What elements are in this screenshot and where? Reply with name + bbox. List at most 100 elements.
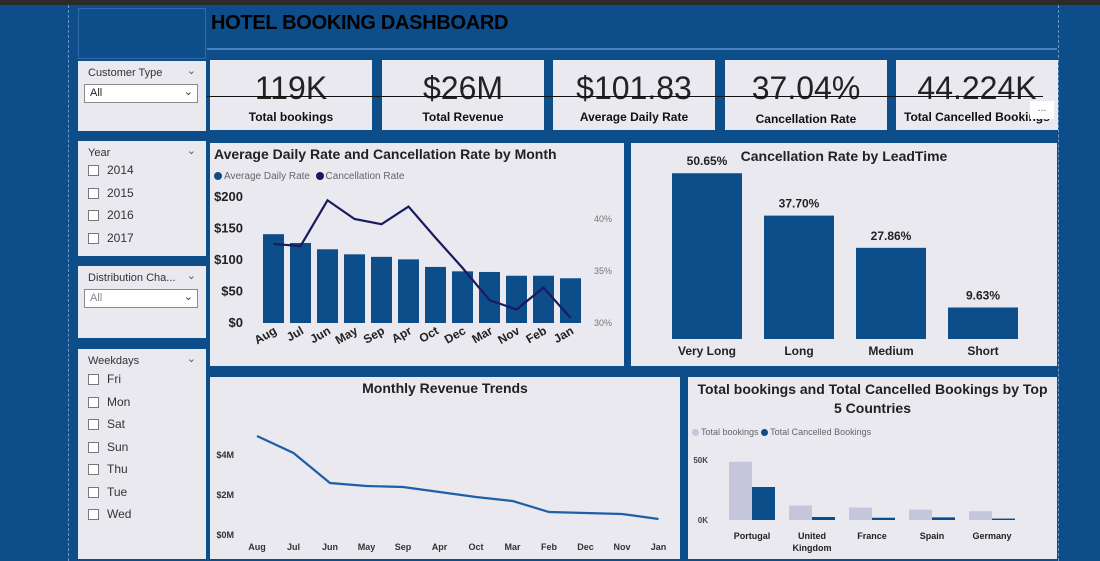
more-options-icon[interactable]: ...	[1030, 101, 1054, 119]
checkbox[interactable]	[88, 233, 99, 245]
customer-type-value: All	[90, 87, 103, 99]
year-option-2014[interactable]: 2014	[88, 163, 134, 179]
distribution-label: Distribution Cha...	[88, 272, 176, 284]
x-axis-label: Aug	[252, 323, 279, 347]
weekday-option-fri[interactable]: Fri	[88, 372, 121, 388]
leadtime-bar	[672, 173, 742, 339]
chevron-down-icon: ⌄	[183, 86, 193, 98]
checkbox[interactable]	[88, 509, 99, 521]
y-axis-label: $4M	[216, 450, 234, 460]
kpi-card-total-cancelled-bookings[interactable]: 44.224K Total Cancelled Bookings	[896, 60, 1058, 130]
adr-bar	[317, 249, 338, 323]
checkbox[interactable]	[88, 442, 99, 454]
x-axis-label: Feb	[524, 323, 549, 346]
adr-bar	[425, 266, 446, 323]
leadtime-bar	[948, 307, 1018, 339]
checkbox[interactable]	[88, 165, 99, 177]
year-slicer: Year ⌄ 2014 2015 2016 2017	[78, 141, 206, 256]
chevron-down-icon[interactable]: ⌄	[186, 353, 196, 365]
checkbox[interactable]	[88, 374, 99, 386]
x-axis-label: Jun	[308, 323, 333, 346]
checkbox[interactable]	[88, 397, 99, 409]
y-axis-label: $2M	[216, 490, 234, 500]
leadtime-chart: Cancellation Rate by LeadTime 50.65% Very…	[631, 143, 1057, 366]
checkbox[interactable]	[88, 188, 99, 200]
adr-bar	[452, 271, 473, 323]
x-axis-label: Aug	[248, 542, 266, 552]
window-top-bar	[0, 0, 1100, 5]
x-axis-label: Portugal	[734, 531, 771, 541]
top-countries-svg: 50K 0K Portugal United Kingdom France Spain Ger…	[693, 456, 1015, 553]
cancelled-bookings-bar	[812, 517, 835, 520]
checkbox[interactable]	[88, 487, 99, 499]
weekday-option-sat[interactable]: Sat	[88, 417, 125, 433]
adr-bar	[479, 271, 500, 323]
data-label: 50.65%	[687, 154, 728, 168]
year-option-2015[interactable]: 2015	[88, 186, 134, 202]
data-label: 37.70%	[779, 197, 820, 211]
x-axis-label: Jan	[651, 542, 667, 552]
page-title: HOTEL BOOKING DASHBOARD	[211, 12, 509, 34]
legend-dot	[315, 172, 324, 181]
y-axis-label: 50K	[693, 456, 708, 465]
weekday-option-sun[interactable]: Sun	[88, 440, 128, 456]
year-option-2017[interactable]: 2017	[88, 231, 134, 247]
x-axis-label: May	[358, 542, 376, 552]
y-axis-right-label: 40%	[594, 214, 612, 224]
kpi-value: 37.04%	[751, 70, 861, 106]
chart-title: Monthly Revenue Trends	[362, 380, 528, 396]
x-axis-label: France	[857, 531, 887, 541]
canvas-guide-left	[68, 5, 69, 561]
chart-title: Cancellation Rate by LeadTime	[740, 148, 948, 164]
kpi-card-total-bookings[interactable]: 119K Total bookings	[210, 60, 372, 130]
chevron-down-icon[interactable]: ⌄	[186, 270, 196, 282]
canvas-guide-right	[1058, 5, 1059, 561]
kpi-card-average-daily-rate[interactable]: $101.83 Average Daily Rate	[553, 60, 715, 130]
kpi-label: Total Cancelled Bookings	[904, 110, 1050, 124]
customer-type-dropdown[interactable]: All ⌄	[84, 84, 198, 103]
x-axis-label: May	[333, 323, 360, 347]
kpi-card-total-revenue[interactable]: $26M Total Revenue	[382, 60, 544, 130]
weekday-option-mon[interactable]: Mon	[88, 395, 130, 411]
data-label: 27.86%	[871, 229, 912, 243]
checkbox[interactable]	[88, 419, 99, 431]
checkbox[interactable]	[88, 464, 99, 476]
x-axis-label: Mar	[504, 542, 521, 552]
x-axis-label: Germany	[972, 531, 1011, 541]
x-axis-label: Dec	[442, 323, 468, 346]
title-underline	[207, 48, 1057, 50]
total-bookings-bar	[909, 509, 932, 520]
x-axis-label: Mar	[470, 323, 496, 346]
top-countries-chart: Total bookings and Total Cancelled Booki…	[688, 377, 1057, 559]
year-option-2016[interactable]: 2016	[88, 208, 134, 224]
leadtime-bar	[764, 215, 834, 339]
kpi-label: Average Daily Rate	[579, 110, 689, 124]
x-axis-label: Medium	[868, 344, 913, 358]
x-axis-label: Very Long	[678, 344, 736, 358]
adr-bar	[263, 234, 284, 323]
y-axis-label: 0K	[698, 516, 708, 525]
total-bookings-bar	[729, 461, 752, 520]
chevron-down-icon[interactable]: ⌄	[186, 145, 196, 157]
chevron-down-icon[interactable]: ⌄	[186, 65, 196, 77]
weekday-option-tue[interactable]: Tue	[88, 485, 127, 501]
y-axis-left-label: $100	[214, 252, 243, 267]
y-axis-right-label: 30%	[594, 318, 612, 328]
y-axis-left-label: $50	[221, 284, 243, 299]
distribution-dropdown[interactable]: All ⌄	[84, 289, 198, 308]
cancelled-bookings-bar	[872, 517, 895, 520]
checkbox[interactable]	[88, 210, 99, 222]
year-label: Year	[88, 147, 111, 159]
monthly-revenue-chart: Monthly Revenue Trends $4M $2M $0M Aug Jul Ju…	[210, 377, 680, 559]
total-bookings-bar	[849, 507, 872, 520]
x-axis-label: Jul	[287, 542, 300, 552]
y-axis-left-label: $150	[214, 221, 243, 236]
x-axis-label: Nov	[495, 323, 522, 347]
weekday-option-thu[interactable]: Thu	[88, 462, 128, 478]
chart-legend: Average Daily Rate Cancellation Rate	[214, 171, 404, 182]
kpi-card-cancellation-rate[interactable]: 37.04% Cancellation Rate	[725, 60, 887, 130]
kpi-label: Total bookings	[248, 110, 334, 124]
weekday-option-wed[interactable]: Wed	[88, 507, 131, 523]
sidebar-top-block	[78, 8, 206, 59]
customer-type-label: Customer Type	[88, 67, 163, 79]
